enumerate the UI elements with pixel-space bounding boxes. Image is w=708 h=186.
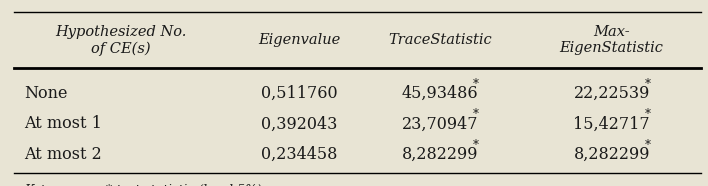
Text: At most 2: At most 2 <box>25 146 102 163</box>
Text: *: * <box>473 108 479 121</box>
Text: 23,70947: 23,70947 <box>401 116 478 132</box>
Text: *: * <box>645 78 651 91</box>
Text: None: None <box>25 85 68 102</box>
Text: Hypothesized No.
of CE(s): Hypothesized No. of CE(s) <box>55 25 186 56</box>
Text: *: * <box>473 78 479 91</box>
Text: 0,234458: 0,234458 <box>261 146 337 163</box>
Text: 45,93486: 45,93486 <box>401 85 479 102</box>
Text: *: * <box>645 139 651 152</box>
Text: 0,511760: 0,511760 <box>261 85 338 102</box>
Text: 8,282299: 8,282299 <box>401 146 478 163</box>
Text: 0,392043: 0,392043 <box>261 116 337 132</box>
Text: 8,282299: 8,282299 <box>573 146 650 163</box>
Text: Max-
EigenStatistic: Max- EigenStatistic <box>559 25 663 55</box>
Text: Eigenvalue: Eigenvalue <box>258 33 341 47</box>
Text: Keterangan: * test statistic (level 5%);: Keterangan: * test statistic (level 5%); <box>25 184 266 186</box>
Text: *: * <box>645 108 651 121</box>
Text: TraceStatistic: TraceStatistic <box>388 33 492 47</box>
Text: *: * <box>473 139 479 152</box>
Text: At most 1: At most 1 <box>25 116 103 132</box>
Text: 22,22539: 22,22539 <box>573 85 650 102</box>
Text: 15,42717: 15,42717 <box>573 116 650 132</box>
